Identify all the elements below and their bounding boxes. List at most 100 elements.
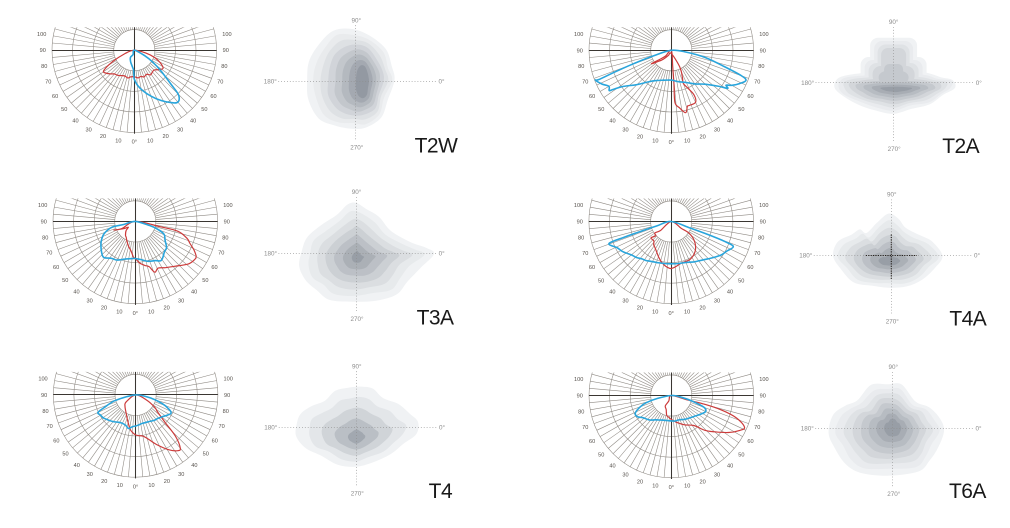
svg-text:40: 40: [191, 463, 197, 469]
svg-text:20: 20: [100, 134, 106, 140]
svg-text:20: 20: [101, 479, 107, 485]
svg-text:270°: 270°: [887, 490, 901, 498]
svg-text:10: 10: [147, 138, 153, 144]
svg-text:0°: 0°: [974, 252, 981, 260]
svg-text:20: 20: [162, 134, 168, 140]
svg-text:40: 40: [191, 290, 197, 296]
svg-text:100: 100: [574, 32, 583, 38]
svg-text:0°: 0°: [133, 484, 138, 490]
svg-text:80: 80: [758, 409, 764, 415]
svg-text:90: 90: [41, 393, 47, 399]
svg-text:40: 40: [190, 118, 196, 124]
svg-text:270°: 270°: [888, 145, 902, 153]
svg-text:100: 100: [38, 377, 47, 383]
svg-text:10: 10: [148, 483, 154, 489]
svg-text:90: 90: [760, 220, 766, 226]
svg-text:180°: 180°: [264, 249, 278, 257]
svg-text:30: 30: [714, 128, 720, 134]
svg-text:80: 80: [222, 235, 228, 241]
svg-text:10: 10: [684, 138, 690, 144]
svg-text:0°: 0°: [669, 311, 674, 317]
svg-text:90: 90: [760, 394, 766, 400]
svg-text:270°: 270°: [351, 489, 365, 497]
svg-text:70: 70: [582, 251, 588, 257]
svg-text:90°: 90°: [889, 18, 899, 26]
svg-text:90: 90: [224, 219, 230, 225]
svg-text:50: 50: [62, 278, 68, 284]
svg-text:T4A: T4A: [949, 307, 986, 330]
svg-text:20: 20: [637, 480, 643, 486]
svg-text:100: 100: [37, 32, 46, 38]
svg-text:70: 70: [754, 80, 760, 86]
svg-text:90°: 90°: [887, 191, 897, 199]
svg-text:60: 60: [53, 439, 59, 445]
svg-text:180°: 180°: [801, 79, 815, 87]
svg-text:80: 80: [42, 235, 48, 241]
svg-text:90°: 90°: [352, 362, 362, 370]
svg-text:270°: 270°: [886, 318, 900, 326]
svg-text:80: 80: [578, 235, 584, 241]
svg-text:10: 10: [116, 310, 122, 316]
svg-text:60: 60: [747, 439, 753, 445]
svg-text:50: 50: [598, 278, 604, 284]
svg-text:70: 70: [754, 251, 760, 257]
svg-text:10: 10: [115, 138, 121, 144]
svg-text:80: 80: [578, 64, 584, 70]
svg-text:30: 30: [178, 472, 184, 478]
svg-text:20: 20: [699, 134, 705, 140]
svg-text:60: 60: [589, 265, 595, 271]
svg-text:20: 20: [637, 134, 643, 140]
svg-text:30: 30: [714, 473, 720, 479]
svg-text:10: 10: [652, 138, 658, 144]
svg-text:50: 50: [202, 278, 208, 284]
svg-text:70: 70: [46, 251, 52, 257]
svg-text:0°: 0°: [438, 78, 445, 86]
svg-text:100: 100: [38, 203, 47, 209]
svg-text:70: 70: [46, 424, 52, 430]
svg-text:20: 20: [163, 305, 169, 311]
svg-text:10: 10: [652, 484, 658, 490]
svg-text:50: 50: [201, 107, 207, 113]
svg-text:80: 80: [41, 64, 47, 70]
svg-text:0°: 0°: [439, 249, 446, 257]
svg-text:80: 80: [223, 409, 229, 415]
svg-text:270°: 270°: [350, 315, 364, 323]
svg-text:30: 30: [622, 128, 628, 134]
svg-text:40: 40: [72, 118, 78, 124]
svg-text:100: 100: [759, 203, 768, 209]
svg-text:T4: T4: [429, 480, 453, 503]
svg-text:30: 30: [622, 299, 628, 305]
svg-text:40: 40: [74, 463, 80, 469]
svg-text:T3A: T3A: [417, 307, 454, 330]
svg-text:90°: 90°: [352, 16, 362, 24]
svg-text:0°: 0°: [132, 140, 137, 146]
svg-text:10: 10: [684, 310, 690, 316]
svg-text:40: 40: [609, 118, 615, 124]
svg-text:20: 20: [164, 479, 170, 485]
svg-text:T6A: T6A: [949, 480, 986, 503]
svg-text:90°: 90°: [889, 363, 899, 371]
svg-text:60: 60: [747, 265, 753, 271]
svg-text:30: 30: [86, 299, 92, 305]
svg-text:30: 30: [178, 299, 184, 305]
svg-text:90: 90: [577, 394, 583, 400]
svg-text:180°: 180°: [264, 424, 278, 432]
svg-text:T2W: T2W: [415, 134, 458, 157]
svg-text:100: 100: [224, 377, 233, 383]
svg-text:0°: 0°: [669, 485, 674, 491]
svg-text:70: 70: [754, 425, 760, 431]
svg-text:40: 40: [727, 118, 733, 124]
svg-text:60: 60: [53, 265, 59, 271]
svg-text:T2A: T2A: [942, 135, 979, 158]
svg-text:20: 20: [101, 305, 107, 311]
svg-text:70: 70: [217, 80, 223, 86]
svg-text:100: 100: [574, 377, 583, 383]
svg-text:40: 40: [609, 464, 615, 470]
svg-text:80: 80: [221, 64, 227, 70]
svg-text:0°: 0°: [975, 424, 982, 432]
svg-text:60: 60: [211, 265, 217, 271]
svg-text:40: 40: [73, 290, 79, 296]
svg-text:70: 70: [218, 424, 224, 430]
svg-text:40: 40: [727, 290, 733, 296]
svg-text:40: 40: [727, 464, 733, 470]
